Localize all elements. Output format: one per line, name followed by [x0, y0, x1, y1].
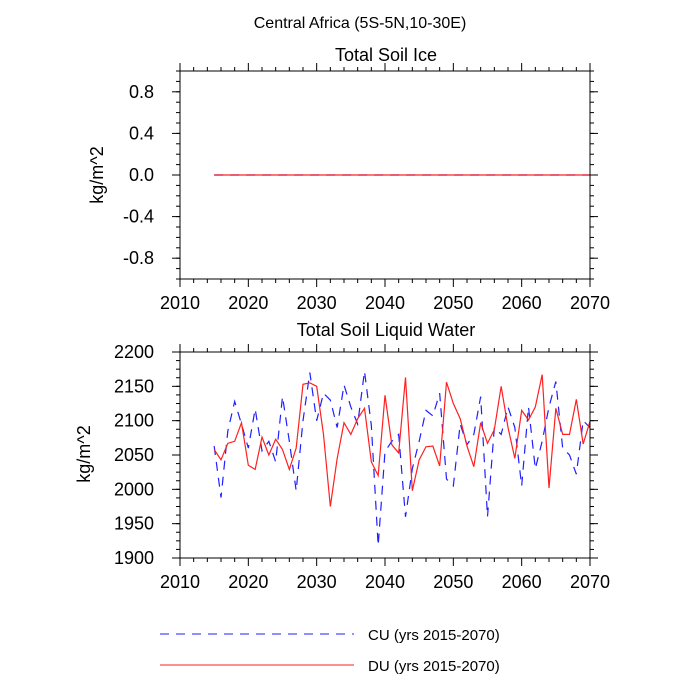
panel-title-soil-ice: Total Soil Ice [335, 45, 437, 65]
y-axis-label-soil-ice: kg/m^2 [87, 146, 107, 203]
x-tick-labels: 2010 2020 2030 2040 2050 2060 2070 [160, 572, 610, 592]
y-tick-label: -0.4 [123, 207, 154, 227]
y-tick-label: 1950 [114, 514, 154, 534]
figure-title: Central Africa (5S-5N,10-30E) [254, 15, 467, 32]
y-tick-label: 0.0 [129, 165, 154, 185]
y-tick-label: 0.4 [129, 123, 154, 143]
plot-frame-soil-liquid-water [179, 351, 591, 559]
x-tick-label: 2050 [433, 293, 473, 313]
x-tick-labels: 2010 2020 2030 2040 2050 2060 2070 [160, 293, 610, 313]
x-tick-label: 2070 [570, 293, 610, 313]
x-tick-label: 2030 [297, 293, 337, 313]
y-tick-label: 2000 [114, 479, 154, 499]
y-tick-labels: 1900 1950 2000 2050 2100 2150 2200 [114, 342, 154, 568]
series-line-cu [213, 371, 591, 546]
x-tick-label: 2040 [365, 293, 405, 313]
x-tick-label: 2060 [502, 572, 542, 592]
y-tick-label: 1900 [114, 548, 154, 568]
plot-frame-soil-ice [179, 70, 591, 280]
x-tick-label: 2060 [502, 293, 542, 313]
x-tick-label: 2030 [297, 572, 337, 592]
panel-soil-liquid-water: Total Soil Liquid Water kg/m^2 1900 1950 2… [74, 320, 610, 592]
x-tick-label: 2050 [433, 572, 473, 592]
panel-soil-ice: Total Soil Ice kg/m^2 -0.8-0.40.00.40.8 … [87, 45, 610, 313]
y-tick-label: -0.8 [123, 248, 154, 268]
series-line-du [213, 374, 591, 507]
legend-label-cu: CU (yrs 2015-2070) [368, 627, 500, 644]
x-tick-label: 2070 [570, 572, 610, 592]
x-tick-label: 2010 [160, 572, 200, 592]
y-tick-label: 2200 [114, 342, 154, 362]
x-tick-label: 2020 [228, 293, 268, 313]
y-tick-label: 2150 [114, 376, 154, 396]
y-axis-label-soil-liquid-water: kg/m^2 [74, 425, 94, 482]
y-tick-label: 2050 [114, 445, 154, 465]
tick-marks [172, 344, 598, 566]
data-series [213, 371, 591, 546]
panel-title-soil-liquid-water: Total Soil Liquid Water [297, 320, 475, 340]
y-tick-label: 0.8 [129, 82, 154, 102]
x-tick-label: 2020 [228, 572, 268, 592]
x-tick-label: 2010 [160, 293, 200, 313]
tick-marks [172, 63, 598, 287]
legend-label-du: DU (yrs 2015-2070) [368, 658, 500, 675]
legend: CU (yrs 2015-2070) DU (yrs 2015-2070) [160, 627, 500, 675]
y-tick-labels: -0.8 -0.4 0.0 0.4 0.8 [123, 82, 154, 268]
x-tick-label: 2040 [365, 572, 405, 592]
y-tick-label: 2100 [114, 411, 154, 431]
